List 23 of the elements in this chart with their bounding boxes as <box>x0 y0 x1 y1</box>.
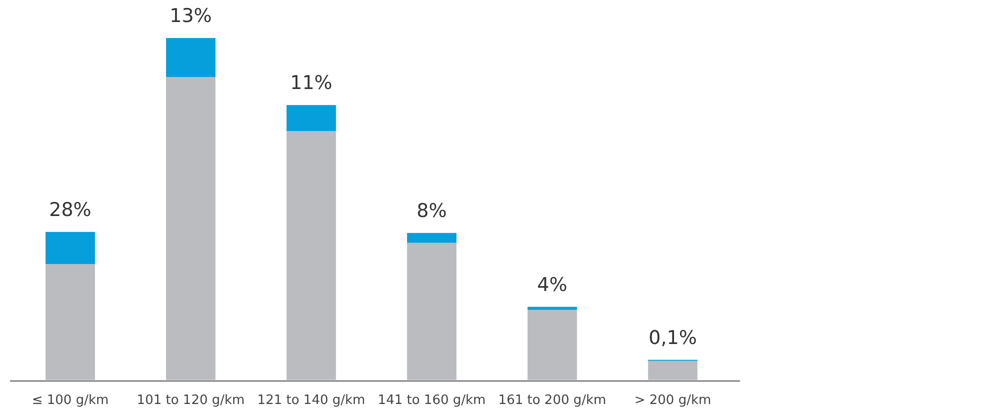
bar <box>528 306 577 310</box>
x-tick-label: > 200 g/km <box>634 393 712 408</box>
bar <box>528 310 577 380</box>
bar <box>166 76 216 380</box>
annotation: 4% <box>537 274 568 296</box>
bar <box>286 131 336 380</box>
annotation: 13% <box>170 5 212 27</box>
x-tick-label: ≤ 100 g/km <box>32 393 109 408</box>
annotation: 11% <box>290 72 332 94</box>
bar <box>46 264 95 380</box>
bar <box>407 232 456 243</box>
bar <box>166 38 216 77</box>
x-tick-label: 141 to 160 g/km <box>378 393 486 408</box>
bar <box>286 105 336 132</box>
bar <box>407 242 456 380</box>
annotation: 8% <box>416 200 447 222</box>
annotation: 0,1% <box>648 326 697 349</box>
bar <box>648 360 698 380</box>
x-tick-label: 161 to 200 g/km <box>498 393 606 408</box>
annotation: 28% <box>49 198 92 221</box>
bar <box>46 232 95 264</box>
x-tick-label: 101 to 120 g/km <box>136 393 245 408</box>
x-tick-label: 121 to 140 g/km <box>257 393 366 408</box>
